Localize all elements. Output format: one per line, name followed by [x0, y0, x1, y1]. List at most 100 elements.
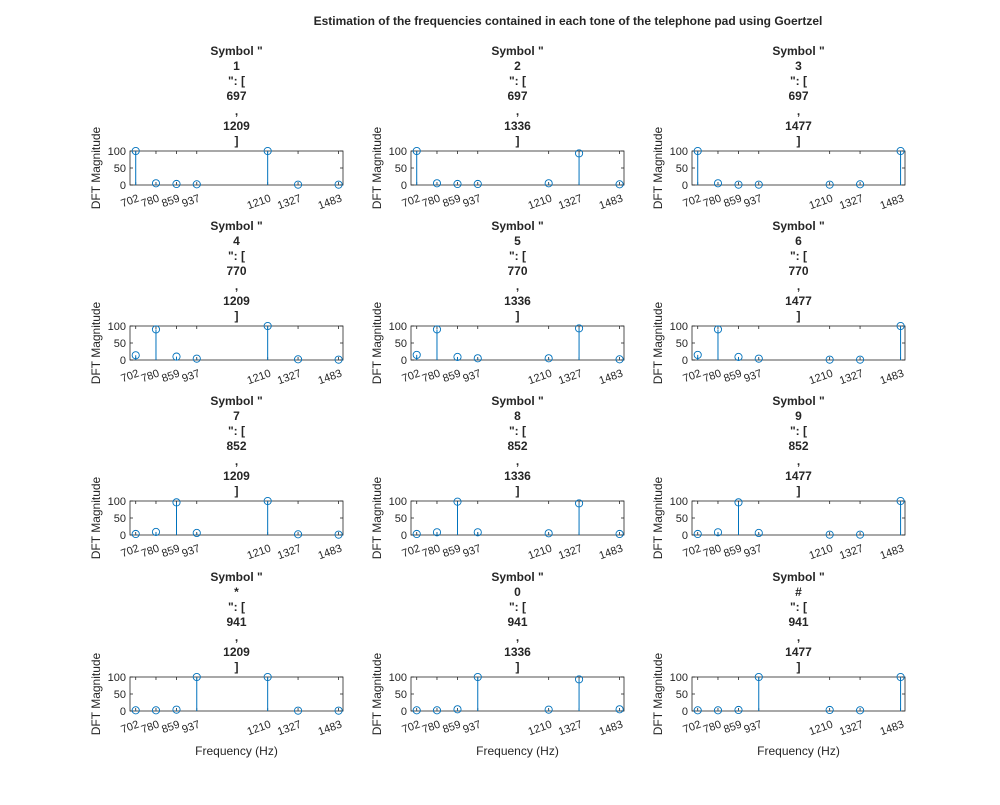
x-tick-label: 1210 — [246, 193, 273, 213]
subplot-title-line: , — [235, 279, 238, 293]
y-tick-label: 0 — [401, 706, 407, 718]
subplot-title-line: , — [235, 630, 238, 644]
stem-marker — [263, 146, 272, 156]
stem-marker — [263, 321, 272, 331]
stem-marker — [575, 499, 584, 508]
subplot-title-line: ": [ — [509, 74, 526, 88]
stem-marker — [754, 672, 763, 682]
subplot-title-line: ": [ — [228, 249, 245, 263]
x-tick-label: 702 — [681, 193, 702, 211]
stem-marker — [856, 530, 865, 539]
subplot-title-line: 1336 — [504, 294, 531, 308]
y-tick-label: 50 — [114, 513, 126, 525]
stem-marker — [334, 355, 343, 364]
x-tick-label: 1210 — [246, 368, 273, 388]
x-tick-label: 702 — [400, 719, 421, 737]
stem-marker — [544, 354, 553, 363]
stem-marker — [734, 180, 743, 189]
stem-marker — [334, 706, 343, 715]
stem-marker — [754, 528, 763, 538]
subplot-title-line: ] — [797, 660, 801, 674]
x-tick-label: 937 — [742, 543, 763, 561]
stem-marker — [896, 146, 905, 156]
subplot-title-line: ] — [797, 134, 801, 148]
stem-marker — [693, 350, 702, 359]
stem-marker — [131, 706, 140, 715]
subplot-title-line: 7 — [233, 409, 240, 423]
stem-marker — [856, 355, 865, 364]
stem-marker — [412, 529, 421, 539]
subplot-title-line: 941 — [226, 615, 246, 629]
x-tick-label: 859 — [441, 368, 462, 386]
x-tick-label: 1210 — [808, 543, 835, 563]
subplot-title-line: 770 — [226, 264, 246, 278]
y-tick-label: 0 — [401, 355, 407, 367]
x-tick-label: 1210 — [527, 193, 554, 213]
subplot-title-line: Symbol " — [210, 44, 262, 58]
stem-marker — [856, 180, 865, 189]
axes-frame — [129, 150, 344, 186]
subplot-title-line: ] — [235, 134, 239, 148]
subplot-title-line: 1477 — [785, 119, 812, 133]
y-tick-label: 0 — [682, 706, 688, 718]
stem-marker — [334, 530, 343, 539]
x-tick-label: 780 — [421, 368, 442, 386]
x-tick-label: 1327 — [838, 719, 865, 739]
x-tick-label: 702 — [400, 543, 421, 561]
stem-marker — [713, 706, 723, 715]
x-tick-label: 937 — [461, 368, 482, 386]
subplot-title-line: Symbol " — [772, 44, 824, 58]
stem-marker — [432, 528, 442, 537]
subplot-title-line: 0 — [514, 585, 521, 599]
x-tick-label: 937 — [461, 543, 482, 561]
x-tick-label: 702 — [119, 719, 140, 737]
stem-marker — [432, 706, 442, 715]
axes-frame — [691, 325, 906, 361]
subplot-title-line: ": [ — [509, 600, 526, 614]
x-tick-label: 702 — [681, 368, 702, 386]
subplot-title-line: 697 — [788, 89, 808, 103]
axes-frame — [691, 500, 906, 536]
x-tick-label: 780 — [140, 543, 161, 561]
stem-marker — [615, 705, 624, 714]
stem-marker — [151, 706, 161, 715]
stem-marker — [453, 352, 462, 361]
x-tick-label: 1210 — [527, 368, 554, 388]
stem-marker — [151, 179, 161, 188]
x-tick-label: 1483 — [316, 543, 343, 563]
y-tick-label: 100 — [670, 321, 688, 333]
axes-frame — [410, 150, 625, 186]
stem-marker — [693, 529, 702, 539]
axes-frame — [129, 500, 344, 536]
x-tick-label: 1483 — [316, 193, 343, 213]
x-tick-label: 702 — [681, 719, 702, 737]
x-tick-label: 937 — [180, 193, 201, 211]
subplot-title-line: ] — [235, 309, 239, 323]
x-axis-label: Frequency (Hz) — [195, 744, 278, 758]
y-tick-label: 100 — [670, 496, 688, 508]
stem-marker — [334, 180, 343, 189]
x-tick-label: 1483 — [878, 543, 905, 563]
stem-marker — [693, 146, 702, 156]
subplot-title-line: ": [ — [228, 600, 245, 614]
x-axis-label: Frequency (Hz) — [476, 744, 559, 758]
subplot-title-line: Symbol " — [772, 570, 824, 584]
subplot-title-line: 770 — [507, 264, 527, 278]
subplot-title-line: ": [ — [509, 249, 526, 263]
y-tick-label: 100 — [389, 146, 407, 158]
y-tick-label: 100 — [108, 672, 126, 684]
subplot-title-line: ": [ — [790, 74, 807, 88]
x-tick-label: 859 — [722, 543, 743, 561]
axes-frame — [691, 150, 906, 186]
stem-marker — [473, 672, 482, 682]
y-axis-label: DFT Magnitude — [89, 476, 103, 559]
subplot-title-line: ": [ — [228, 74, 245, 88]
y-axis-label: DFT Magnitude — [651, 126, 665, 209]
stem-marker — [294, 530, 303, 539]
subplot-title-line: Symbol " — [491, 219, 543, 233]
subplot-title-line: ] — [797, 309, 801, 323]
y-axis-label: DFT Magnitude — [89, 301, 103, 384]
x-tick-label: 1210 — [527, 719, 554, 739]
